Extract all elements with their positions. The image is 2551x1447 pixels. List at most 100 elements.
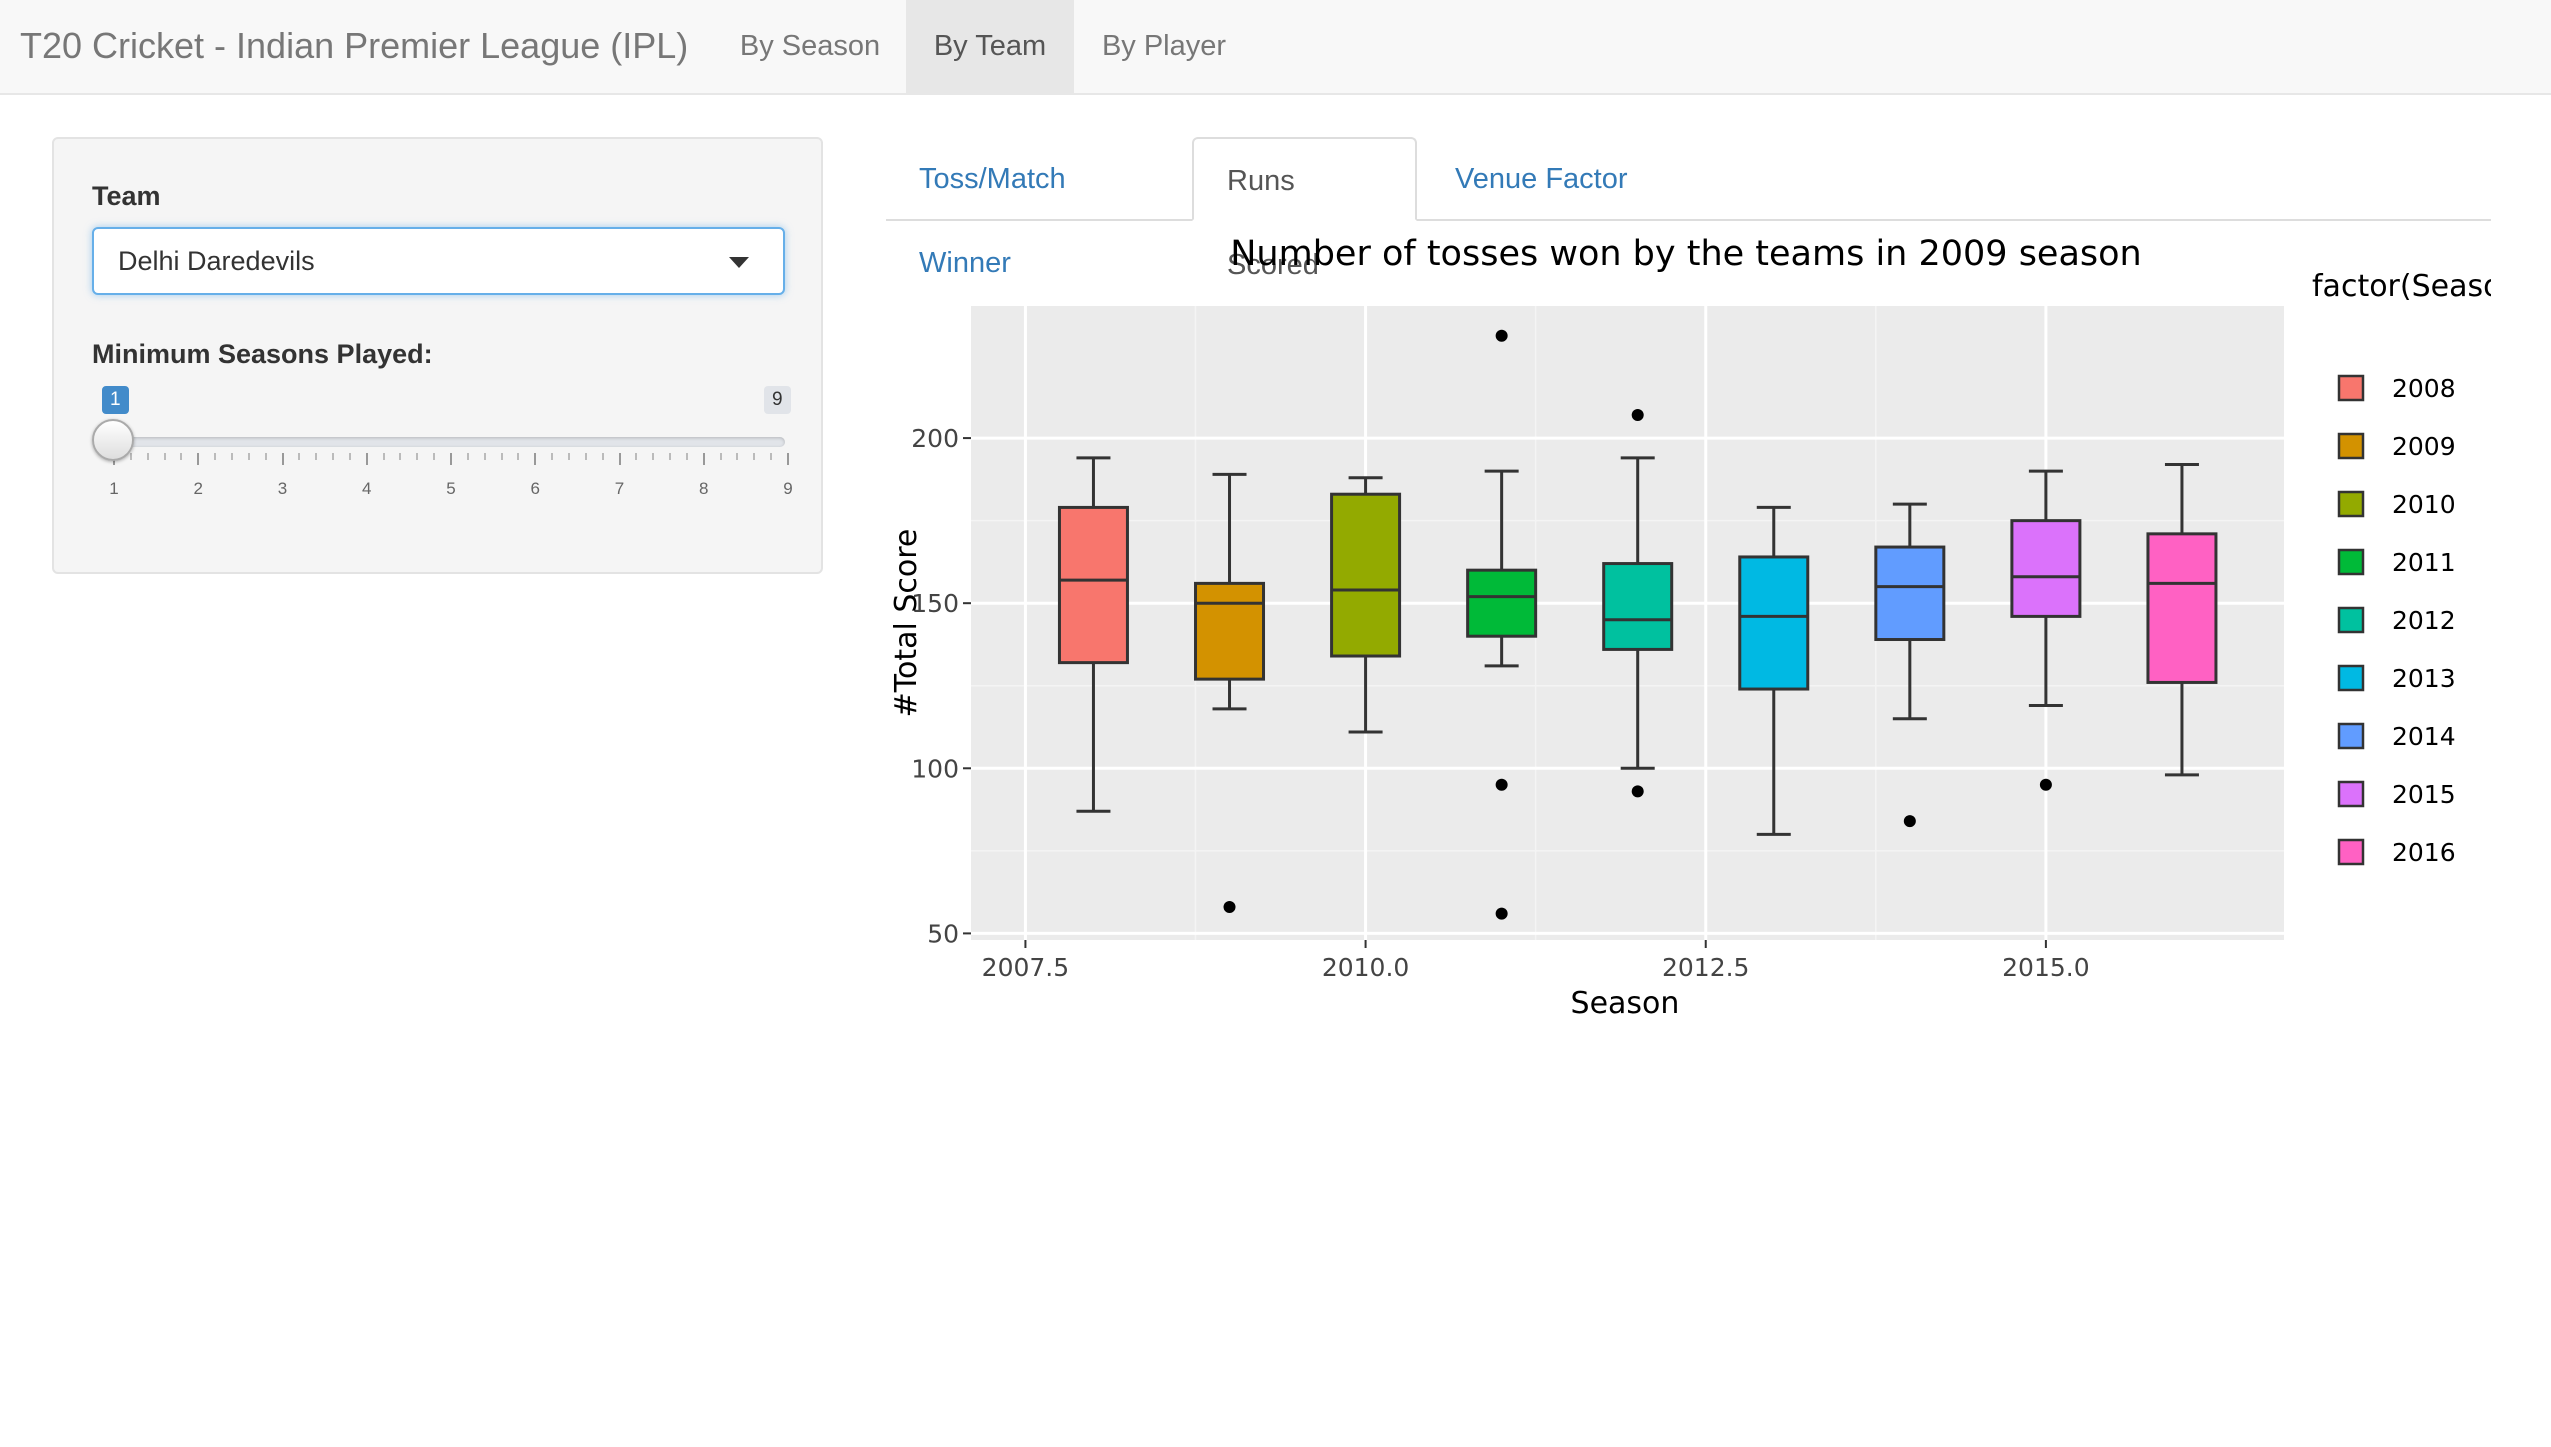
slider-minor-tick <box>500 453 503 460</box>
legend-label: 2015 <box>2392 780 2456 809</box>
outlier-point <box>1903 815 1916 828</box>
legend: 2008 2009 2010 2011 2012 2013 2014 2015 2016 <box>2337 374 2456 867</box>
nav-by-player[interactable]: By Player <box>1101 30 1227 62</box>
slider-minor-tick <box>348 453 351 460</box>
y-tick-label: 150 <box>911 589 959 618</box>
legend-title: factor(Season) <box>2312 269 2491 304</box>
slider-minor-tick <box>517 453 520 460</box>
legend-label: 2008 <box>2392 374 2456 403</box>
legend-swatch <box>2337 548 2365 576</box>
slider-minor-tick <box>736 453 739 460</box>
slider-tick-label: 8 <box>699 479 709 498</box>
slider-minor-tick <box>163 453 166 460</box>
legend-swatch <box>2337 722 2365 750</box>
y-tick-label: 200 <box>911 424 959 453</box>
x-tick-label: 2007.5 <box>982 953 1069 982</box>
slider-minor-tick <box>264 453 267 460</box>
slider-tick <box>787 453 789 465</box>
slider-track[interactable] <box>109 437 785 447</box>
slider-minor-tick <box>298 453 301 460</box>
slider-tick-label: 2 <box>193 479 203 498</box>
legend-item-2016: 2016 <box>2337 838 2456 867</box>
tab-venue-factor[interactable]: Venue Factor <box>1455 163 1628 195</box>
chart-title: Number of tosses won by the teams in 200… <box>1230 234 2142 274</box>
slider-minor-tick <box>382 453 385 460</box>
legend-item-2014: 2014 <box>2337 722 2456 751</box>
outlier-point <box>1495 778 1508 791</box>
legend-label: 2013 <box>2392 664 2456 693</box>
slider-tick <box>702 453 705 465</box>
slider-minor-tick <box>483 453 486 460</box>
legend-swatch <box>2337 490 2365 518</box>
y-tick-label: 50 <box>927 919 959 948</box>
legend-swatch <box>2337 838 2365 866</box>
box-2009 <box>1194 472 1266 913</box>
slider-minor-tick <box>584 453 587 460</box>
box-iqr <box>1738 555 1810 691</box>
chevron-down-icon[interactable] <box>729 257 749 268</box>
x-axis-ticks: 2007.5 2010.0 2012.5 2015.0 <box>982 940 2090 982</box>
legend-swatch <box>2337 606 2365 634</box>
outlier-point <box>2039 778 2052 791</box>
x-axis-label: Season <box>1571 986 1680 1021</box>
slider-tick-label: 4 <box>362 479 372 498</box>
slider-minor-tick <box>214 453 217 460</box>
nav-by-team[interactable]: By Team <box>906 0 1074 93</box>
box-2012 <box>1602 408 1674 798</box>
tab-toss-match-winner[interactable]: Toss/Match Winner <box>919 163 1066 279</box>
slider-minor-tick <box>685 453 688 460</box>
slider-tick-label: 7 <box>614 479 625 498</box>
slider-tick <box>197 453 200 465</box>
tab-runs-scored[interactable]: Runs Scored <box>1192 137 1417 281</box>
box-iqr <box>2010 519 2082 618</box>
y-tick-label: 100 <box>911 754 959 783</box>
slider-minor-tick <box>433 453 436 460</box>
slider-handle[interactable] <box>92 419 134 461</box>
outlier-point <box>1223 900 1236 913</box>
sidebar-panel: Team Delhi Daredevils Minimum Seasons Pl… <box>52 137 823 574</box>
slider-max-badge: 9 <box>764 386 791 414</box>
slider-minor-tick <box>315 453 318 460</box>
legend-label: 2016 <box>2392 838 2456 867</box>
slider-minor-tick <box>399 453 402 460</box>
navbar: T20 Cricket - Indian Premier League (IPL… <box>0 0 2551 95</box>
slider-tick-label: 3 <box>277 479 288 498</box>
slider-tick-label: 5 <box>446 479 456 498</box>
slider-tick-label: 6 <box>530 479 540 498</box>
box-iqr <box>1194 581 1266 681</box>
legend-item-2012: 2012 <box>2337 606 2456 635</box>
box-iqr <box>1602 562 1674 651</box>
legend-swatch <box>2337 664 2365 692</box>
legend-swatch <box>2337 780 2365 808</box>
box-iqr <box>1466 568 1538 638</box>
outlier-point <box>1631 785 1644 798</box>
box-2016 <box>2146 463 2218 777</box>
box-2013 <box>1738 505 1810 836</box>
nav-by-season[interactable]: By Season <box>739 30 881 62</box>
outlier-point <box>1631 408 1644 421</box>
box-2010 <box>1330 476 1402 734</box>
slider-tick <box>281 453 284 465</box>
legend-item-2009: 2009 <box>2337 432 2456 461</box>
slider-tick-label: 9 <box>783 479 793 498</box>
legend-label: 2012 <box>2392 606 2456 635</box>
min-seasons-label: Minimum Seasons Played: <box>92 339 433 369</box>
slider-minor-tick <box>652 453 655 460</box>
grid-lines <box>971 306 2284 940</box>
slider-tick <box>618 453 621 465</box>
slider-minor-tick <box>180 453 183 460</box>
y-axis-ticks: 50 100 150 200 <box>911 424 971 948</box>
box-iqr <box>1330 492 1402 658</box>
app-brand[interactable]: T20 Cricket - Indian Premier League (IPL… <box>20 25 689 66</box>
box-2011 <box>1466 329 1538 920</box>
team-select[interactable]: Delhi Daredevils <box>92 227 785 295</box>
legend-swatch <box>2337 432 2365 460</box>
legend-swatch <box>2337 374 2365 402</box>
slider-tick <box>365 453 368 465</box>
legend-label: 2010 <box>2392 490 2456 519</box>
slider-min-badge: 1 <box>102 386 129 414</box>
team-select-value: Delhi Daredevils <box>118 246 315 276</box>
slider-minor-tick <box>719 453 722 460</box>
box-2015 <box>2010 469 2082 791</box>
legend-item-2011: 2011 <box>2337 548 2456 577</box>
